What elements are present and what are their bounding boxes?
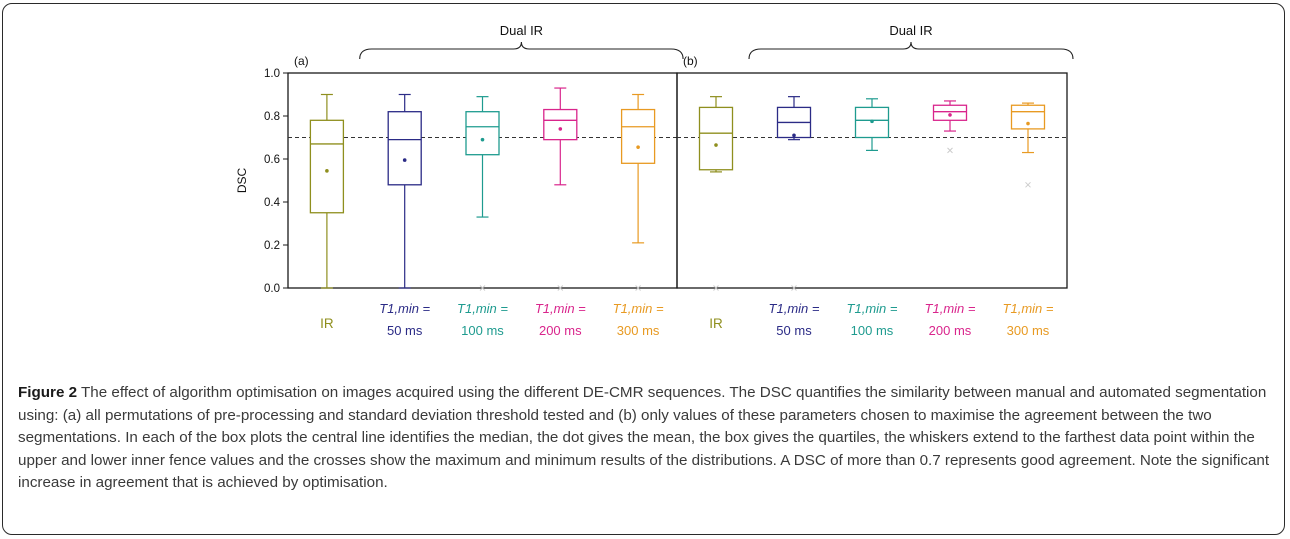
category-label-line2: 300 ms	[617, 323, 660, 338]
category-label-line1: T1,min =	[847, 301, 898, 316]
mean-dot	[636, 145, 640, 149]
panel-label: (b)	[683, 54, 698, 68]
box-plot-2	[854, 98, 890, 151]
mean-dot	[870, 119, 874, 124]
box-plot-1	[387, 93, 422, 289]
panel-a: 0.0 0.2 0.4 0.6 0.8 1.0 DSC (a) Dual IR IR T1,min …	[235, 23, 684, 338]
box-plot-3	[543, 87, 578, 291]
extrema-marker	[1025, 181, 1031, 188]
box-plot-4	[620, 93, 656, 291]
category-label-line1: T1,min =	[1003, 301, 1054, 316]
extrema-marker	[479, 285, 486, 291]
caption-text: The effect of algorithm optimisation on …	[18, 384, 1270, 491]
y-axis-label: DSC	[235, 168, 249, 194]
y-tick-label: 0.6	[264, 154, 280, 166]
category-label-line2: 100 ms	[851, 323, 894, 338]
caption-label: Figure 2	[18, 384, 78, 401]
panel-b: (b) Dual IR IR T1,min = 50 ms T1,min = 100 ms T…	[676, 23, 1074, 338]
extrema-marker	[713, 285, 719, 291]
group-label: Dual IR	[889, 23, 932, 38]
quartile-box	[309, 119, 345, 214]
category-label-line2: 300 ms	[1007, 323, 1050, 338]
category-label-line2: 200 ms	[539, 323, 582, 338]
mean-dot	[714, 143, 718, 147]
category-label: IR	[320, 316, 334, 331]
category-label-line2: 50 ms	[776, 323, 812, 338]
box-plot-1	[776, 96, 812, 291]
category-label-line1: T1,min =	[613, 301, 664, 316]
group-brace	[359, 41, 684, 60]
mean-dot	[1026, 121, 1030, 126]
mean-dot	[558, 127, 563, 131]
quartile-box	[620, 108, 656, 164]
group-label: Dual IR	[500, 23, 543, 38]
box-plot-4	[1010, 102, 1046, 188]
box-plot-0	[698, 96, 734, 291]
panel-label: (a)	[294, 54, 309, 68]
mean-dot	[948, 113, 952, 117]
category-label-line1: T1,min =	[457, 301, 508, 316]
quartile-box	[698, 106, 734, 171]
extrema-marker	[791, 285, 797, 291]
y-tick-label: 1.0	[264, 68, 280, 80]
quartile-box	[1010, 104, 1046, 130]
quartile-box	[932, 104, 968, 121]
category-label-line1: T1,min =	[379, 301, 430, 316]
category-label-line1: T1,min =	[769, 301, 820, 316]
mean-dot	[480, 137, 485, 142]
category-label: IR	[709, 316, 723, 331]
figure-frame	[2, 3, 1285, 535]
box-plot-2	[465, 96, 500, 291]
mean-dot	[325, 169, 329, 173]
y-tick-label: 0.4	[264, 197, 281, 209]
plot-frame	[676, 72, 1068, 289]
extrema-marker	[947, 147, 953, 154]
category-label-line2: 100 ms	[461, 323, 504, 338]
mean-dot	[792, 133, 796, 138]
quartile-box	[387, 111, 422, 186]
y-tick-label: 0.8	[264, 111, 280, 123]
mean-dot	[402, 158, 407, 162]
category-label-line2: 200 ms	[929, 323, 972, 338]
box-plot-0	[309, 93, 345, 289]
box-plot-3	[932, 100, 968, 154]
category-label-line1: T1,min =	[535, 301, 586, 316]
y-tick-label: 0.2	[264, 240, 280, 252]
category-label-line2: 50 ms	[387, 323, 423, 338]
extrema-marker	[557, 285, 564, 291]
figure-caption: Figure 2 The effect of algorithm optimis…	[18, 382, 1270, 495]
y-tick-label: 0.0	[264, 283, 280, 295]
group-brace	[748, 41, 1074, 60]
box-plot-figure: 0.0 0.2 0.4 0.6 0.8 1.0 DSC (a) Dual IR IR T1,min …	[235, 23, 1074, 338]
quartile-box	[465, 111, 500, 156]
extrema-marker	[635, 285, 641, 291]
quartile-box	[543, 108, 578, 141]
category-label-line1: T1,min =	[925, 301, 976, 316]
